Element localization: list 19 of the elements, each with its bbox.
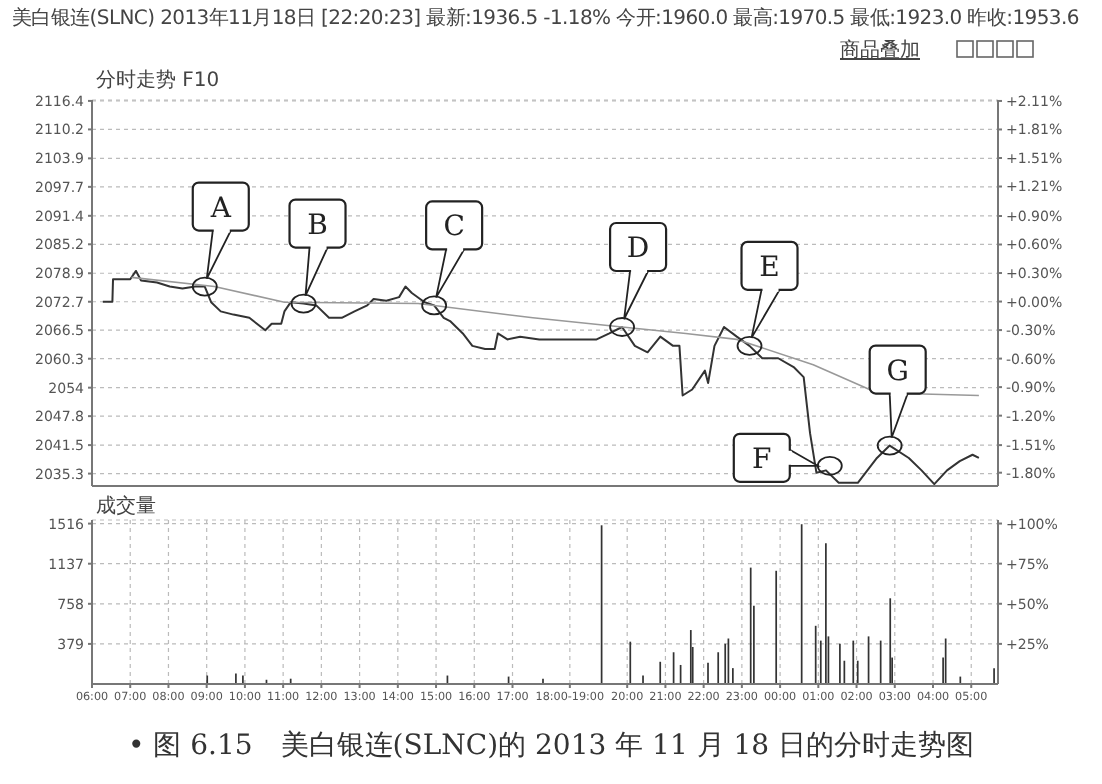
point [609,317,635,337]
chart-title: 成交量 [96,493,156,520]
annotation: E [759,251,780,284]
annotation: D [626,233,650,265]
chart-subtitle: 分时走势 F10 [96,67,220,94]
line-series [130,276,980,397]
point [736,335,763,356]
chart-title: 美白银连(SLNC) 2013年11月18日 [22:20:23] 最新:1936.5 -1.18% 今开:1960.0 最高:1970.5 最低:1923.0 昨收:1953.6 [12,5,1079,32]
text: 商品叠加 [840,37,920,64]
point [421,295,448,316]
annotation: G [886,355,909,388]
point [290,293,317,314]
annotation: F [752,443,773,476]
annotation: A [208,192,233,225]
annotation: B [307,209,328,242]
point [876,435,903,456]
annotation: C [443,211,465,244]
point [191,276,218,297]
text: • 图 6.15 美白银连(SLNC)的 2013 年 11 月 18 日的分时走势图 [125,728,977,764]
